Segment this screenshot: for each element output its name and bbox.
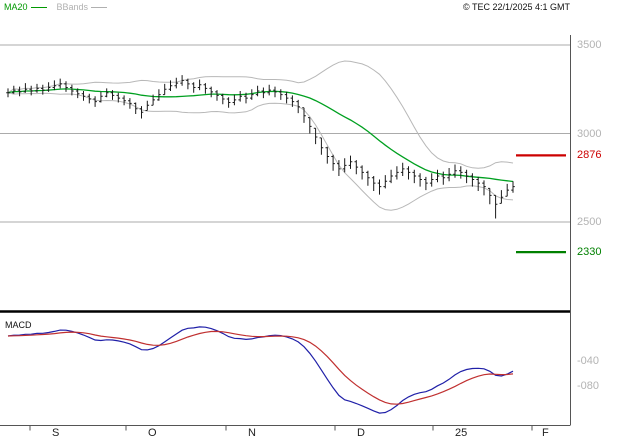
time-label-D: D [357,427,365,439]
legend-item-bbands: BBands [57,2,108,12]
copyright-text: © TEC 22/1/2025 4:1 GMT [462,2,570,12]
time-label-S: S [52,427,60,439]
price-tick-3500: 3500 [577,39,602,51]
bollinger-upper-line [7,60,514,169]
legend-label: MA20 [4,2,28,12]
legend-line-swatch [91,6,108,8]
time-label-25: 25 [455,427,468,439]
legend-item-ma20: MA20 [4,2,47,12]
price-tick-2500: 2500 [577,216,602,228]
ohlc-bars [6,75,515,219]
price-tick-3000: 3000 [577,127,602,140]
macd-panel-label: MACD [5,320,32,330]
ma20-line [7,88,514,183]
level-label-2876: 2876 [577,149,602,162]
legend-line-swatch [30,6,47,8]
time-label-N: N [248,427,256,439]
time-label-O: O [148,427,157,439]
bollinger-lower-line [7,92,514,211]
level-label-2330: 2330 [577,246,602,259]
legend: MA20 BBands [4,2,108,12]
macd-line [7,326,514,414]
macd-tick--080: -080 [577,379,600,392]
macd-signal-line [7,330,514,405]
time-label-F: F [542,427,549,439]
legend-label: BBands [56,2,89,12]
macd-tick--040: -040 [577,354,600,367]
